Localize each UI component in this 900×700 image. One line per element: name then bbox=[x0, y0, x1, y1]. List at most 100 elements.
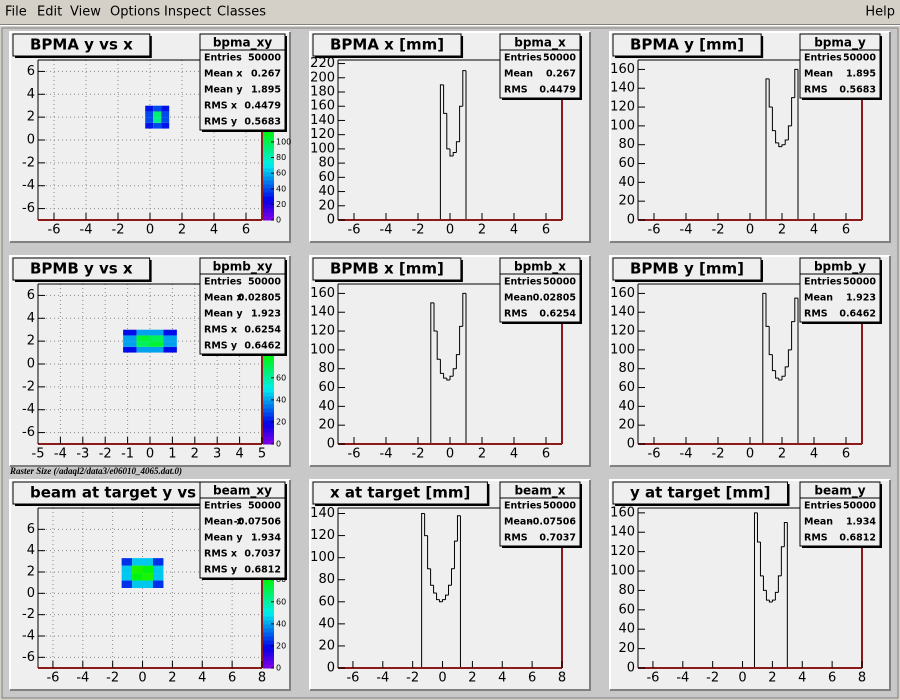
y-tick-label: 0 bbox=[627, 437, 635, 452]
x-tick-label: -6 bbox=[648, 447, 661, 462]
menu-item[interactable]: Inspect bbox=[164, 5, 211, 20]
x-tick-label: 2 bbox=[768, 671, 776, 686]
stats-label: Mean bbox=[804, 69, 833, 80]
pad[interactable]: 0 20 40 60 80 100 -6 -4 -2 0 2 4 6 -6 -4 -2 0 2 4 6 BPMA y v… bbox=[9, 31, 291, 243]
histogram-bin bbox=[433, 585, 437, 594]
x-tick-label: 8 bbox=[258, 671, 266, 686]
x-tick-label: 8 bbox=[858, 671, 866, 686]
palette-step bbox=[263, 176, 274, 181]
stats-name: bpmb_xy bbox=[213, 260, 273, 275]
y-tick-label: 140 bbox=[610, 525, 635, 540]
stats-box bbox=[799, 33, 881, 99]
x-tick-label: 0 bbox=[446, 223, 454, 238]
histogram-bin bbox=[430, 568, 434, 586]
y-tick-label: 120 bbox=[310, 127, 335, 142]
menu-item[interactable]: Classes bbox=[217, 5, 266, 20]
y-tick-label: 20 bbox=[618, 418, 635, 433]
heatmap-cell bbox=[145, 111, 154, 118]
histogram-bin bbox=[778, 142, 782, 148]
histogram-bin bbox=[452, 368, 457, 377]
histogram-bin bbox=[780, 546, 785, 576]
stats-label: Entries bbox=[204, 501, 242, 512]
pad-bevel-light bbox=[609, 479, 890, 690]
stats-value: 0.7037 bbox=[539, 533, 576, 544]
y-tick-label: -2 bbox=[22, 155, 35, 170]
stats-value: 0.5683 bbox=[244, 117, 281, 128]
stats-value: -0.07506 bbox=[234, 517, 282, 528]
z-tick-label: 100 bbox=[276, 137, 291, 146]
pad-bevel-dark bbox=[10, 256, 291, 467]
stats-label: RMS x bbox=[204, 549, 237, 560]
palette-step bbox=[263, 596, 274, 601]
stats-value: 0.7037 bbox=[244, 549, 281, 560]
stats-label: Mean x bbox=[204, 293, 243, 304]
heatmap-cell bbox=[163, 341, 177, 347]
palette-step bbox=[263, 192, 274, 197]
palette-step bbox=[263, 364, 274, 369]
menu-help[interactable]: Help bbox=[865, 5, 895, 20]
palette-step bbox=[263, 164, 274, 169]
x-tick-label: -4 bbox=[54, 447, 67, 462]
x-tick-label: -2 bbox=[99, 447, 112, 462]
y-tick-label: 40 bbox=[318, 616, 335, 631]
z-tick-label: 0 bbox=[276, 216, 281, 225]
heatmap-cell bbox=[145, 122, 154, 129]
palette-step bbox=[263, 612, 274, 617]
y-tick-label: 2 bbox=[27, 565, 35, 580]
stats-value: 0.6462 bbox=[839, 309, 876, 320]
menu-item[interactable]: File bbox=[5, 5, 27, 20]
pad[interactable]: -6 -4 -2 0 2 4 6020406080100120140160180200220… bbox=[309, 31, 591, 243]
histogram-bin bbox=[427, 535, 431, 570]
y-tick-label: 160 bbox=[310, 99, 335, 114]
x-tick-label: 1 bbox=[168, 447, 176, 462]
y-tick-label: 100 bbox=[310, 342, 335, 357]
y-tick-label: 160 bbox=[610, 286, 635, 301]
palette-step bbox=[263, 136, 274, 141]
menu-item[interactable]: Edit bbox=[37, 5, 62, 20]
y-tick-label: 120 bbox=[610, 324, 635, 339]
stats-label: Mean x bbox=[204, 69, 243, 80]
heatmap-cell bbox=[132, 580, 143, 588]
title-box bbox=[312, 257, 462, 281]
pad-bevel-dark bbox=[610, 256, 891, 467]
y-tick-label: 40 bbox=[318, 184, 335, 199]
pad-bevel-dark bbox=[610, 32, 891, 243]
y-tick-label: 140 bbox=[310, 113, 335, 128]
x-tick-label: 4 bbox=[810, 447, 818, 462]
y-tick-label: 40 bbox=[618, 622, 635, 637]
histogram-bin bbox=[436, 592, 440, 601]
histogram-bin bbox=[775, 370, 779, 379]
x-tick-label: -6 bbox=[348, 447, 361, 462]
y-tick-label: 160 bbox=[610, 62, 635, 77]
y-tick-label: 100 bbox=[310, 141, 335, 156]
stats-box bbox=[499, 257, 581, 323]
stats-value: 1.934 bbox=[846, 517, 876, 528]
histogram-bin bbox=[439, 599, 443, 603]
heatmap-cell bbox=[150, 329, 164, 336]
menu-item[interactable]: Options bbox=[110, 5, 160, 20]
x-tick-label: -2 bbox=[406, 671, 419, 686]
x-tick-label: 2 bbox=[478, 223, 486, 238]
heatmap-cell bbox=[142, 580, 153, 588]
x-tick-label: -4 bbox=[676, 671, 689, 686]
palette-step bbox=[263, 440, 274, 445]
x-tick-label: -6 bbox=[48, 223, 61, 238]
palette-step bbox=[263, 432, 274, 437]
heatmap-cell bbox=[132, 573, 143, 581]
stats-label: Mean bbox=[504, 293, 533, 304]
y-tick-label: 100 bbox=[310, 550, 335, 565]
histogram-bin bbox=[430, 302, 434, 444]
stats-name: bpma_xy bbox=[213, 36, 273, 51]
y-tick-label: 40 bbox=[318, 399, 335, 414]
y-tick-label: 60 bbox=[318, 170, 335, 185]
y-tick-label: 140 bbox=[310, 506, 335, 521]
menu-item[interactable]: View bbox=[70, 5, 101, 20]
